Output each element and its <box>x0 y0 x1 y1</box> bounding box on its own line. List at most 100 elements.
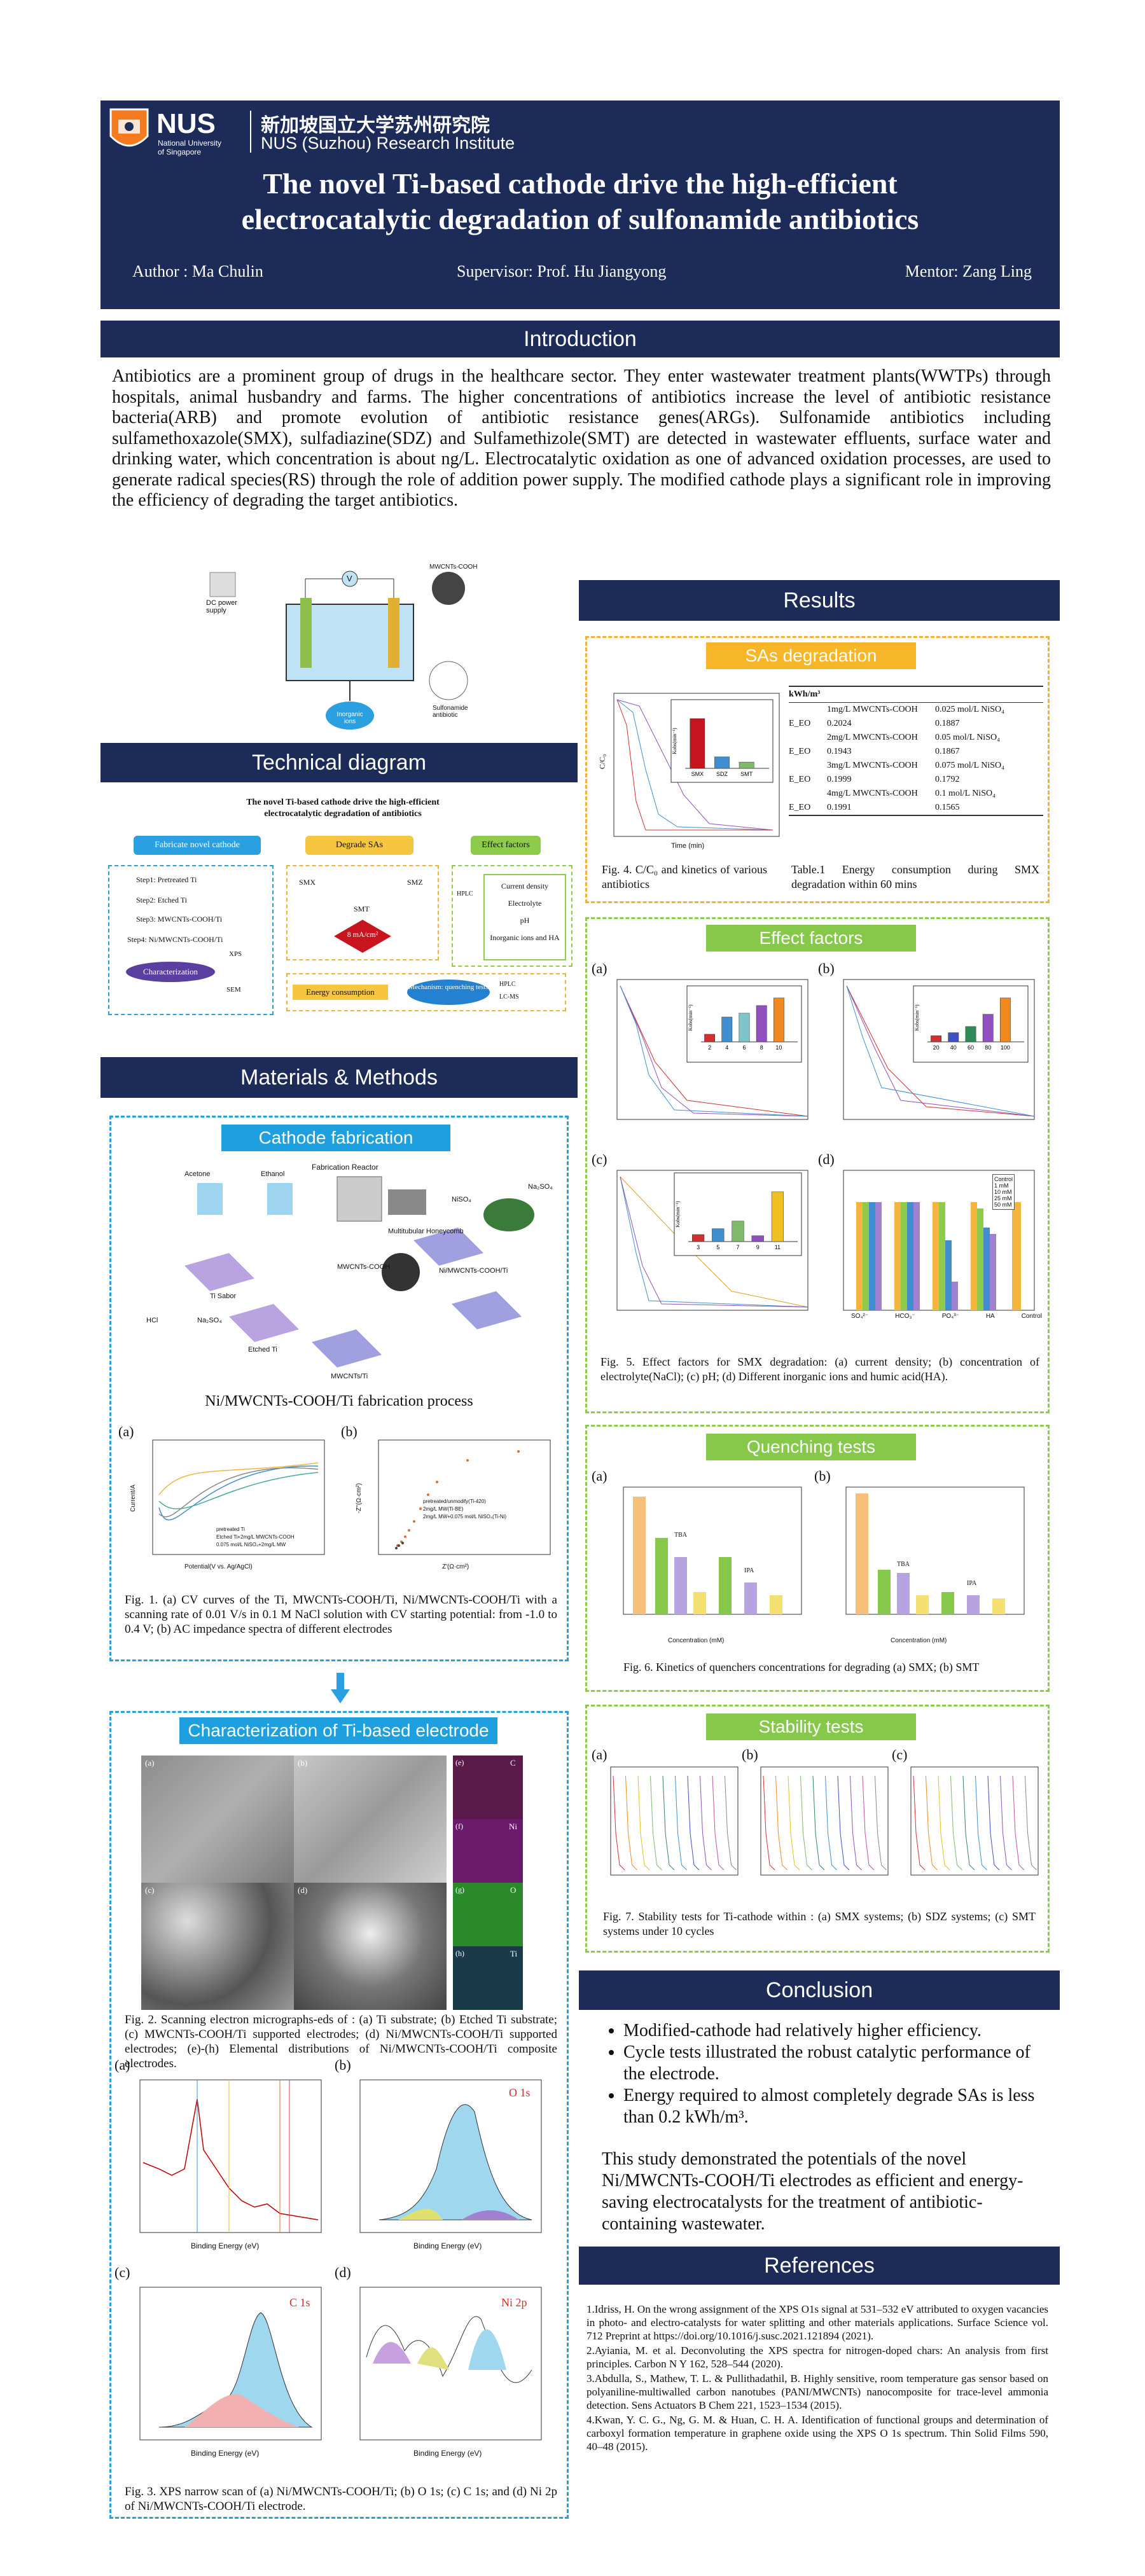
box-effect: Effect factors <box>471 836 541 855</box>
bar-ylabel: Kobs(min⁻¹) <box>675 1201 681 1228</box>
supervisor: Supervisor: Prof. Hu Jiangyong <box>457 262 667 280</box>
step-1: Step1: Pretreated Ti <box>136 875 197 884</box>
step-3: Step3: MWCNTs-COOH/Ti <box>136 915 223 924</box>
products-label: Inorganic ions <box>337 711 363 725</box>
table-row-label <box>789 705 827 715</box>
xps-d-label: (d) <box>335 2264 351 2280</box>
conclusion-bullet-1: Modified-cathode had relatively higher e… <box>623 2020 1050 2042</box>
stability-pill: Stability tests <box>706 1714 916 1740</box>
technical-heading: Technical diagram <box>101 743 578 782</box>
table-row-label: E_EO <box>789 803 811 812</box>
lcms-label: LC-MS <box>499 994 519 1001</box>
table-header: kWh/m³ <box>789 686 1043 703</box>
factor-1: Current density <box>501 882 549 890</box>
table-row: E_EO 0.1943 0.1867 <box>789 745 1043 759</box>
sem-d <box>294 1883 447 2010</box>
xps-a-label: (a) <box>114 2057 130 2073</box>
d-leg-2: 1 mM <box>994 1182 1009 1189</box>
xps-a-plot <box>139 2079 322 2233</box>
down-arrow-icon <box>331 1673 350 1703</box>
xps-grid: (a) (b) (c) (d) O 1s C 1s Ni 2p Binding … <box>114 2057 560 2474</box>
bar-mark <box>712 1228 725 1242</box>
bar-mark <box>714 756 730 769</box>
fig1-caption: Fig. 1. (a) CV curves of the Ti, MWCNTs-… <box>125 1593 557 1636</box>
xps-d-plot <box>359 2287 542 2441</box>
d-cat-5: Control <box>1021 1313 1042 1320</box>
stability-cycle-line <box>650 1775 662 1871</box>
stability-cycle-line <box>1012 1775 1025 1871</box>
stability-frame <box>760 1766 889 1876</box>
nus-logo: NUS National University of Singapore <box>107 107 253 156</box>
table-row-label: E_EO <box>789 719 811 728</box>
stability-cycle-line <box>975 1775 987 1871</box>
step-4: Step4: Ni/MWCNTs-COOH/Ti <box>127 935 223 944</box>
stability-frame <box>610 1766 739 1876</box>
stability-cycle-line <box>637 1775 650 1871</box>
s-b-label: (b) <box>742 1747 758 1762</box>
effect-box <box>585 917 1050 1413</box>
bar-mark <box>999 997 1011 1042</box>
fig6-caption: Fig. 6. Kinetics of quenchers concentrat… <box>623 1661 980 1673</box>
tech-title-1: The novel Ti-based cathode drive the hig… <box>246 798 440 807</box>
tech-title-2: electrocatalytic degradation of antibiot… <box>264 809 422 819</box>
effect-pill: Effect factors <box>706 925 916 952</box>
table-row-label <box>789 761 827 771</box>
table1-caption: Table.1 Energy consumption during SMX de… <box>791 863 1039 890</box>
stability-cycle-line <box>625 1775 637 1871</box>
reference-3: 3.Abdulla, S., Mathew, T. L. & Pullithad… <box>586 2372 1048 2411</box>
energy-table: kWh/m³ 1mg/L MWCNTs-COOH 0.025 mol/L NiSO… <box>789 686 1043 816</box>
eff-d-cats: SO₄²⁻ HCO₃⁻ PO₄³⁻ HA Control <box>851 1313 1042 1320</box>
technical-diagram: The novel Ti-based cathode drive the hig… <box>108 795 578 1037</box>
d-leg-3: 10 mM <box>994 1189 1012 1195</box>
eff-d-label: (d) <box>818 1151 835 1167</box>
table-cell-mwcnts: 0.2024 <box>827 719 852 728</box>
eds-g-label: (g) <box>455 1885 464 1894</box>
stability-cycle-line <box>1000 1775 1012 1871</box>
fab-caption: Ni/MWCNTs-COOH/Ti fabrication process <box>205 1393 473 1409</box>
sem-a <box>141 1755 294 1883</box>
factor-4: Inorganic ions and HA <box>490 933 560 942</box>
sas-pill: SAs degradation <box>706 642 916 669</box>
stability-c-plot <box>910 1766 1039 1876</box>
quench-a-plot <box>623 1486 802 1615</box>
stability-cycle-line <box>987 1775 1000 1871</box>
table-cell-niso4: 0.1565 <box>935 803 960 812</box>
smx-label: SMX <box>299 878 316 887</box>
conclusion-para: This study demonstrated the potentials o… <box>602 2149 1024 2234</box>
bar-ylabel: Kobs(min⁻¹) <box>672 728 677 754</box>
eds-ni <box>453 1819 523 1883</box>
table-row: 3mg/L MWCNTs-COOH 0.075 mol/L NiSO₄ <box>789 759 1043 773</box>
table-row-label <box>789 733 827 743</box>
s-a-label: (a) <box>592 1747 607 1762</box>
fab-label-mwcnts: MWCNTs-COOH <box>337 1263 391 1271</box>
poster-title-1: The novel Ti-based cathode drive the hig… <box>263 167 898 200</box>
eds-f-label: (f) <box>455 1822 463 1831</box>
bar-mark <box>756 1005 767 1042</box>
table-cell-mwcnts: 2mg/L MWCNTs-COOH <box>827 733 918 742</box>
q-ipa-b: IPA <box>967 1580 977 1587</box>
intro-figure: DC power supply V MWCNTs-COOH Inorganic … <box>204 560 496 744</box>
bar-tick-label: 100 <box>1001 1044 1010 1051</box>
eff-a-label: (a) <box>592 960 607 976</box>
cv-ylabel: Current/A <box>129 1485 137 1512</box>
stability-cycle-line <box>687 1775 700 1871</box>
logo-divider <box>250 111 251 153</box>
bar-tick-label: 3 <box>697 1244 700 1250</box>
table-cell-mwcnts: 0.1991 <box>827 803 852 812</box>
hplc-label-1: HPLC <box>457 890 473 897</box>
eff-d-legend: Control 1 mM 10 mM 25 mM 50 mM <box>992 1174 1015 1210</box>
sem-b-label: (b) <box>298 1758 308 1768</box>
eds-ti <box>453 1946 523 2010</box>
institute-en: NUS (Suzhou) Research Institute <box>261 134 515 153</box>
poster-title-2: electrocatalytic degradation of sulfonam… <box>241 203 919 235</box>
xps-b-plot <box>359 2079 542 2233</box>
eff-a-kobs-bars: 2 4 6 8 10 Kobs(min⁻¹) <box>688 997 798 1051</box>
factors-list: Current density Electrolyte pH Inorganic… <box>483 874 566 960</box>
bar-mark <box>931 1035 942 1042</box>
stability-panels: (a) (b) (c) <box>592 1747 1043 1912</box>
q-b-label: (b) <box>814 1468 831 1484</box>
table-row: 4mg/L MWCNTs-COOH 0.1 mol/L NiSO₄ <box>789 787 1043 801</box>
quench-panels: (a) (b) TBA IPA TBA IPA Concentration (m… <box>592 1468 1043 1659</box>
table-cell-mwcnts: 3mg/L MWCNTs-COOH <box>827 761 918 770</box>
conclusion-bullet-2: Cycle tests illustrated the robust catal… <box>623 2042 1050 2085</box>
